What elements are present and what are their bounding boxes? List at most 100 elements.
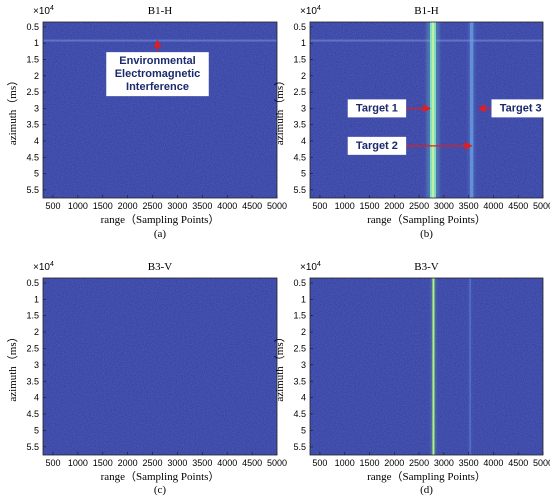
y-tick-label: 0.5 [26, 278, 39, 288]
annotation-line: Target 3 [500, 102, 542, 114]
annotation-box [491, 99, 550, 118]
x-tick-label: 500 [312, 201, 327, 211]
chart-title: B1-H [414, 5, 439, 17]
y-tick-label: 2 [301, 71, 306, 81]
y-tick-label: 2 [301, 327, 306, 337]
annotation-text: Target 2 [356, 140, 398, 152]
chart-panel-a: 0.5 1 1.5 2 2.5 3 3.5 4 4.5 5 5.5 500 1000 1500 2000 25… [6, 5, 287, 240]
y-tick-label: 3 [34, 360, 39, 370]
plot-frame [309, 277, 544, 456]
x-tick-label: 1500 [359, 458, 379, 468]
x-tick-label: 1500 [359, 201, 379, 211]
x-tick-label: 3500 [459, 458, 479, 468]
y-scale-factor: ×104 [300, 5, 321, 17]
y-tick-label: 0.5 [293, 22, 306, 32]
x-tick-label: 2500 [143, 201, 163, 211]
x-tick-label: 500 [45, 201, 60, 211]
target-band [469, 278, 471, 455]
x-tick-label: 3000 [434, 458, 454, 468]
chart-title: B3-V [148, 261, 173, 273]
x-tick-label: 3000 [434, 201, 454, 211]
y-scale-exponent: 4 [50, 261, 54, 268]
y-scale-base: ×10 [33, 262, 50, 273]
plot-frame [42, 277, 278, 456]
annotation-line: Target 1 [356, 102, 398, 114]
x-tick-label: 1000 [68, 458, 88, 468]
annotation: Target 2 [347, 136, 473, 155]
x-tick-label: 5000 [533, 458, 550, 468]
interference-line [43, 39, 277, 42]
target-band-core [433, 278, 434, 455]
y-tick-label: 5 [34, 425, 39, 435]
annotation-line: Interference [126, 81, 189, 93]
y-tick-label: 1.5 [293, 54, 306, 64]
y-tick-label: 3.5 [293, 376, 306, 386]
x-tick-label: 5000 [267, 201, 287, 211]
y-tick-label: 3.5 [26, 376, 39, 386]
x-tick-label: 3500 [192, 458, 212, 468]
x-tick-label: 1000 [335, 201, 355, 211]
y-tick-label: 5 [301, 169, 306, 179]
y-tick-label: 4.5 [293, 152, 306, 162]
x-tick-label: 500 [312, 458, 327, 468]
annotation: Environmental Electromagnetic Interference [106, 39, 209, 97]
y-tick-label: 3 [301, 103, 306, 113]
y-scale-factor: ×104 [33, 5, 54, 17]
y-tick-label: 1.5 [293, 311, 306, 321]
y-tick-label: 5.5 [26, 185, 39, 195]
y-tick-label: 3 [34, 103, 39, 113]
y-tick-label: 5.5 [293, 442, 306, 452]
target-band-core [431, 22, 435, 198]
x-tick-label: 2000 [118, 201, 138, 211]
y-tick-label: 1 [34, 38, 39, 48]
y-scale-factor: ×104 [33, 261, 54, 273]
y-tick-label: 0.5 [293, 278, 306, 288]
plot-frame [42, 21, 278, 199]
annotation-box [106, 52, 209, 97]
x-axis-label: range（Sampling Points） [101, 470, 220, 483]
chart-panel-b: 0.5 1 1.5 2 2.5 3 3.5 4 4.5 5 5.5 500 1000 1500 2000 25… [273, 5, 550, 240]
annotation: Target 3 [477, 99, 550, 118]
y-tick-label: 5 [301, 425, 306, 435]
y-tick-label: 5 [34, 169, 39, 179]
y-tick-label: 2.5 [293, 343, 306, 353]
annotation: Target 1 [347, 99, 431, 118]
y-tick-label: 5.5 [26, 442, 39, 452]
x-tick-label: 2000 [118, 458, 138, 468]
y-tick-label: 1 [301, 38, 306, 48]
x-axis-label: range（Sampling Points） [101, 213, 220, 226]
y-axis-label: azimuth（ms） [273, 75, 286, 145]
y-axis-label: azimuth（ms） [6, 75, 19, 145]
panel-caption: (b) [420, 228, 433, 240]
annotation-text: Environmental Electromagnetic Interference [115, 55, 201, 93]
y-tick-label: 5.5 [293, 185, 306, 195]
chart-title: B1-H [148, 5, 173, 17]
annotation-box [347, 99, 407, 118]
panel-caption: (d) [420, 484, 433, 496]
x-axis-label: range（Sampling Points） [367, 470, 486, 483]
x-tick-label: 3000 [167, 458, 187, 468]
x-tick-label: 500 [45, 458, 60, 468]
heatmap-speckle [43, 278, 277, 455]
x-tick-label: 5000 [533, 201, 550, 211]
y-axis-label: azimuth（ms） [6, 331, 19, 401]
x-tick-label: 2500 [143, 458, 163, 468]
x-tick-label: 2000 [384, 458, 404, 468]
y-tick-label: 4.5 [26, 152, 39, 162]
y-scale-exponent: 4 [317, 5, 321, 12]
heatmap-speckle [310, 278, 543, 455]
panel-caption: (a) [154, 228, 167, 240]
y-tick-label: 4.5 [293, 409, 306, 419]
x-tick-label: 4500 [508, 458, 528, 468]
x-tick-label: 1000 [335, 458, 355, 468]
y-tick-label: 2.5 [26, 343, 39, 353]
y-tick-label: 2.5 [26, 87, 39, 97]
chart-panel-d: 0.5 1 1.5 2 2.5 3 3.5 4 4.5 5 5.5 500 1000 1500 2000 25… [273, 261, 550, 496]
x-tick-label: 4500 [242, 458, 262, 468]
y-scale-factor: ×104 [300, 261, 321, 273]
y-tick-label: 1 [301, 294, 306, 304]
x-tick-label: 4500 [242, 201, 262, 211]
x-tick-label: 2000 [384, 201, 404, 211]
y-tick-label: 3.5 [26, 120, 39, 130]
